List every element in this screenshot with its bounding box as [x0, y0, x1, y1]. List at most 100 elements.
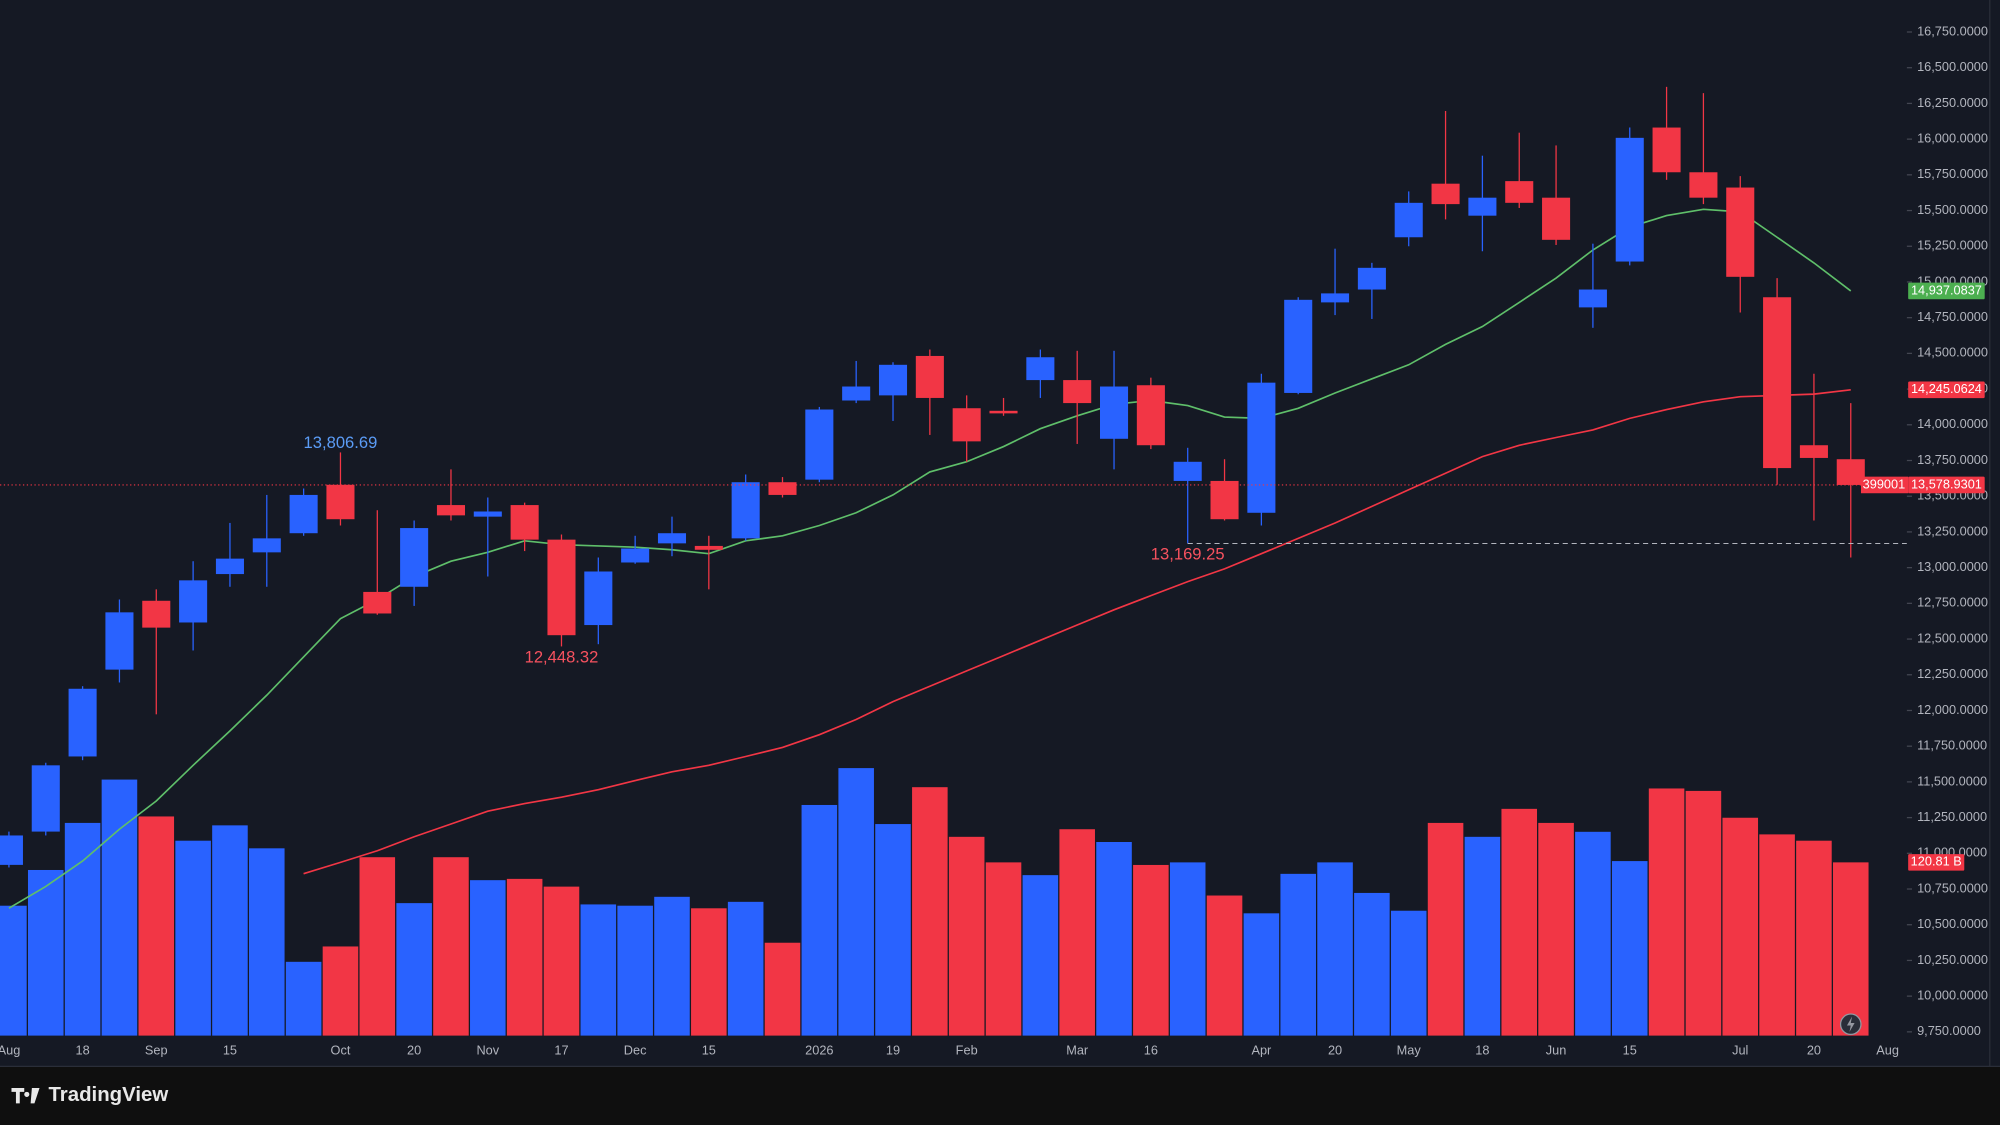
candle-body — [1100, 386, 1129, 439]
candle-body — [510, 505, 539, 540]
x-tick-label: Mar — [1066, 1042, 1089, 1057]
candle-body — [1247, 382, 1276, 513]
candle-body — [252, 538, 281, 553]
candle-body — [952, 408, 981, 442]
candle-body — [584, 571, 613, 626]
price-tag-label: 14,937.0837 — [1911, 282, 1982, 297]
volume-bar — [1832, 862, 1869, 1036]
volume-bar — [764, 942, 801, 1036]
candle-body — [547, 539, 576, 636]
y-tick-label: 16,250.0000 — [1917, 95, 1988, 110]
volume-bar — [1059, 829, 1095, 1036]
y-tick-label: 10,250.0000 — [1917, 952, 1988, 967]
candle-body — [731, 482, 760, 539]
y-tick-label: 13,250.0000 — [1917, 523, 1988, 538]
candle-body — [768, 482, 797, 495]
y-tick-label: 10,000.0000 — [1917, 988, 1988, 1003]
price-tag-label: 13,578.9301 — [1911, 476, 1982, 491]
y-tick-label: 15,500.0000 — [1917, 202, 1988, 217]
candle-body — [436, 505, 465, 516]
candle-body — [1726, 187, 1755, 277]
y-tick-label: 16,000.0000 — [1917, 130, 1988, 145]
brand: TradingView — [48, 1084, 168, 1106]
y-tick-label: 11,250.0000 — [1917, 809, 1987, 824]
x-tick-label: Jun — [1546, 1042, 1567, 1057]
candle-body — [657, 533, 687, 544]
x-tick-label: 15 — [702, 1042, 716, 1057]
volume-bar — [1390, 910, 1427, 1036]
x-tick-label: Feb — [956, 1042, 978, 1057]
y-tick-label: 9,750.0000 — [1917, 1023, 1981, 1038]
candle-body — [0, 835, 23, 865]
volume-bar — [1243, 913, 1280, 1036]
x-tick-label: Aug — [1876, 1042, 1899, 1057]
candle-body — [1799, 445, 1828, 458]
candle-body — [1431, 183, 1460, 205]
x-tick-label: 18 — [1475, 1042, 1489, 1057]
volume-bar — [1501, 808, 1538, 1036]
y-tick-label: 14,000.0000 — [1917, 416, 1988, 431]
candle-body — [1689, 172, 1718, 198]
x-tick-label: 18 — [76, 1042, 90, 1057]
volume-bar — [175, 840, 211, 1036]
volume-bar — [322, 946, 359, 1036]
candle-body — [1763, 297, 1792, 469]
volume-bar — [0, 905, 27, 1036]
price-tag — [1908, 282, 1985, 300]
volume-bar — [543, 886, 580, 1036]
x-tick-label: Jul — [1732, 1042, 1748, 1057]
candle-body — [1026, 357, 1055, 381]
x-tick-label: Nov — [476, 1042, 499, 1057]
volume-bar — [138, 816, 175, 1036]
volume-bar — [727, 901, 764, 1036]
x-tick-label: Aug — [0, 1042, 20, 1057]
y-tick-label: 10,500.0000 — [1917, 916, 1988, 931]
candle-body — [1836, 459, 1865, 485]
candle-body — [31, 765, 60, 832]
x-tick-label: 20 — [407, 1042, 421, 1057]
price-annotation: 13,169.25 — [1151, 544, 1225, 563]
candle-body — [805, 409, 834, 480]
y-tick-label: 11,750.0000 — [1917, 738, 1987, 753]
volume-bar — [801, 804, 838, 1036]
price-tag-label: 14,245.0624 — [1911, 381, 1982, 396]
candle-body — [1136, 385, 1165, 446]
candle-body — [989, 410, 1018, 414]
volume-bar — [1611, 861, 1648, 1036]
x-tick-label: 2026 — [805, 1042, 833, 1057]
volume-bar — [285, 961, 322, 1036]
candle-body — [215, 558, 244, 575]
candle-body — [1357, 267, 1386, 290]
y-tick-label: 12,250.0000 — [1917, 666, 1988, 681]
volume-bar — [1354, 892, 1390, 1036]
volume-bar — [875, 824, 911, 1036]
volume-bar — [64, 822, 101, 1036]
volume-bar — [1685, 790, 1722, 1036]
volume-bar — [1169, 862, 1206, 1036]
price-annotation: 13,806.69 — [304, 433, 378, 452]
bolt-button[interactable] — [1839, 1013, 1862, 1036]
price-tag — [1908, 381, 1985, 399]
bolt-glyph — [1846, 1016, 1855, 1032]
footer-bar — [0, 1066, 2000, 1125]
y-tick-label: 13,000.0000 — [1917, 559, 1988, 574]
y-tick-label: 11,500.0000 — [1917, 773, 1987, 788]
volume-bar — [1133, 864, 1169, 1036]
y-tick-label: 12,750.0000 — [1917, 595, 1988, 610]
y-tick-label: 14,750.0000 — [1917, 309, 1988, 324]
volume-bar — [27, 869, 64, 1036]
volume-bar — [1464, 836, 1501, 1036]
volume-bar — [1096, 841, 1132, 1036]
volume-bar — [691, 908, 727, 1036]
volume-bar — [948, 836, 985, 1036]
y-tick-label: 13,750.0000 — [1917, 452, 1988, 467]
x-tick-label: Dec — [624, 1042, 647, 1057]
volume-bar — [912, 787, 948, 1036]
volume-bar — [359, 857, 396, 1036]
candle-body — [326, 484, 355, 520]
candle-body — [842, 386, 871, 401]
y-tick-label: 16,500.0000 — [1917, 59, 1988, 74]
candle-body — [1578, 289, 1607, 308]
volume-bar — [985, 862, 1022, 1036]
